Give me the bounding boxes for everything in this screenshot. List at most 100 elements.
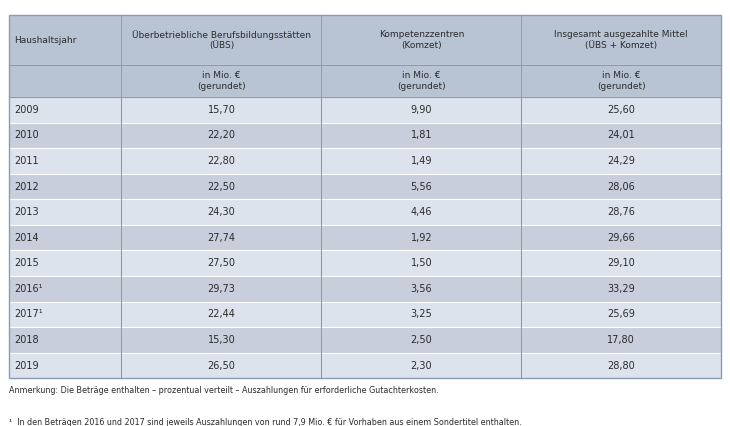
Bar — [321, 327, 521, 353]
Text: 2019: 2019 — [15, 360, 39, 371]
Text: 2010: 2010 — [15, 130, 39, 141]
Bar — [321, 276, 521, 302]
Bar — [521, 353, 721, 378]
Text: Überbetriebliche Berufsbildungsstätten
(ÜBS): Überbetriebliche Berufsbildungsstätten (… — [132, 30, 311, 50]
Text: 24,29: 24,29 — [607, 156, 635, 166]
Text: 24,01: 24,01 — [607, 130, 635, 141]
Bar — [321, 174, 521, 199]
Text: Insgesamt ausgezahlte Mittel
(ÜBS + Komzet): Insgesamt ausgezahlte Mittel (ÜBS + Komz… — [555, 30, 688, 50]
Bar — [521, 327, 721, 353]
Text: 26,50: 26,50 — [207, 360, 235, 371]
Bar — [9, 327, 121, 353]
Text: ¹  In den Beträgen 2016 und 2017 sind jeweils Auszahlungen von rund 7,9 Mio. € f: ¹ In den Beträgen 2016 und 2017 sind jew… — [9, 418, 521, 426]
Text: 17,80: 17,80 — [607, 335, 635, 345]
Bar — [121, 15, 321, 65]
Bar — [9, 353, 121, 378]
Text: 27,50: 27,50 — [207, 258, 235, 268]
Bar — [521, 123, 721, 148]
Text: Anmerkung: Die Beträge enthalten – prozentual verteilt – Auszahlungen für erford: Anmerkung: Die Beträge enthalten – proze… — [9, 386, 439, 395]
Bar — [321, 148, 521, 174]
Bar — [9, 276, 121, 302]
Text: 22,20: 22,20 — [207, 130, 235, 141]
Bar — [9, 199, 121, 225]
Bar — [9, 15, 721, 378]
Text: 9,90: 9,90 — [410, 105, 432, 115]
Text: 27,74: 27,74 — [207, 233, 235, 243]
Bar — [521, 15, 721, 65]
Text: in Mio. €
(gerundet): in Mio. € (gerundet) — [597, 72, 645, 91]
Text: 4,46: 4,46 — [410, 207, 432, 217]
Text: 28,76: 28,76 — [607, 207, 635, 217]
Bar — [521, 250, 721, 276]
Bar — [9, 174, 121, 199]
Bar — [9, 97, 121, 123]
Bar — [121, 276, 321, 302]
Bar — [321, 302, 521, 327]
Bar — [121, 148, 321, 174]
Bar — [121, 174, 321, 199]
Bar — [521, 174, 721, 199]
Bar — [9, 65, 121, 97]
Bar — [521, 65, 721, 97]
Text: 33,29: 33,29 — [607, 284, 635, 294]
Text: 28,06: 28,06 — [607, 181, 635, 192]
Bar — [121, 250, 321, 276]
Text: 2017¹: 2017¹ — [15, 309, 43, 320]
Text: 22,50: 22,50 — [207, 181, 235, 192]
Text: 24,30: 24,30 — [207, 207, 235, 217]
Bar — [321, 15, 521, 65]
Bar — [121, 97, 321, 123]
Text: 2015: 2015 — [15, 258, 39, 268]
Bar — [521, 199, 721, 225]
Bar — [121, 199, 321, 225]
Bar — [321, 97, 521, 123]
Bar — [121, 327, 321, 353]
Text: 2,50: 2,50 — [410, 335, 432, 345]
Text: 25,69: 25,69 — [607, 309, 635, 320]
Bar — [121, 65, 321, 97]
Text: 1,81: 1,81 — [410, 130, 432, 141]
Bar — [9, 302, 121, 327]
Bar — [9, 148, 121, 174]
Text: 22,44: 22,44 — [207, 309, 235, 320]
Bar — [121, 225, 321, 250]
Bar — [121, 353, 321, 378]
Bar — [121, 123, 321, 148]
Text: 5,56: 5,56 — [410, 181, 432, 192]
Text: 25,60: 25,60 — [607, 105, 635, 115]
Text: Haushaltsjahr: Haushaltsjahr — [15, 35, 77, 45]
Bar — [521, 276, 721, 302]
Text: 2009: 2009 — [15, 105, 39, 115]
Text: in Mio. €
(gerundet): in Mio. € (gerundet) — [197, 72, 246, 91]
Text: Kompetenzzentren
(Komzet): Kompetenzzentren (Komzet) — [379, 30, 464, 50]
Bar — [9, 225, 121, 250]
Bar — [521, 97, 721, 123]
Text: 22,80: 22,80 — [207, 156, 235, 166]
Bar — [321, 65, 521, 97]
Text: 1,49: 1,49 — [410, 156, 432, 166]
Text: in Mio. €
(gerundet): in Mio. € (gerundet) — [397, 72, 445, 91]
Text: 1,92: 1,92 — [410, 233, 432, 243]
Text: 3,25: 3,25 — [410, 309, 432, 320]
Text: 2013: 2013 — [15, 207, 39, 217]
Text: 15,30: 15,30 — [207, 335, 235, 345]
Bar — [9, 123, 121, 148]
Text: 2016¹: 2016¹ — [15, 284, 43, 294]
Bar — [321, 199, 521, 225]
Bar — [321, 225, 521, 250]
Text: 2014: 2014 — [15, 233, 39, 243]
Bar — [121, 302, 321, 327]
Text: 2,30: 2,30 — [410, 360, 432, 371]
Bar — [9, 15, 121, 65]
Bar — [521, 302, 721, 327]
Bar — [521, 148, 721, 174]
Text: 29,73: 29,73 — [207, 284, 235, 294]
Text: 3,56: 3,56 — [410, 284, 432, 294]
Text: 28,80: 28,80 — [607, 360, 635, 371]
Text: 2012: 2012 — [15, 181, 39, 192]
Bar — [321, 353, 521, 378]
Text: 2011: 2011 — [15, 156, 39, 166]
Text: 29,10: 29,10 — [607, 258, 635, 268]
Bar — [321, 250, 521, 276]
Text: 2018: 2018 — [15, 335, 39, 345]
